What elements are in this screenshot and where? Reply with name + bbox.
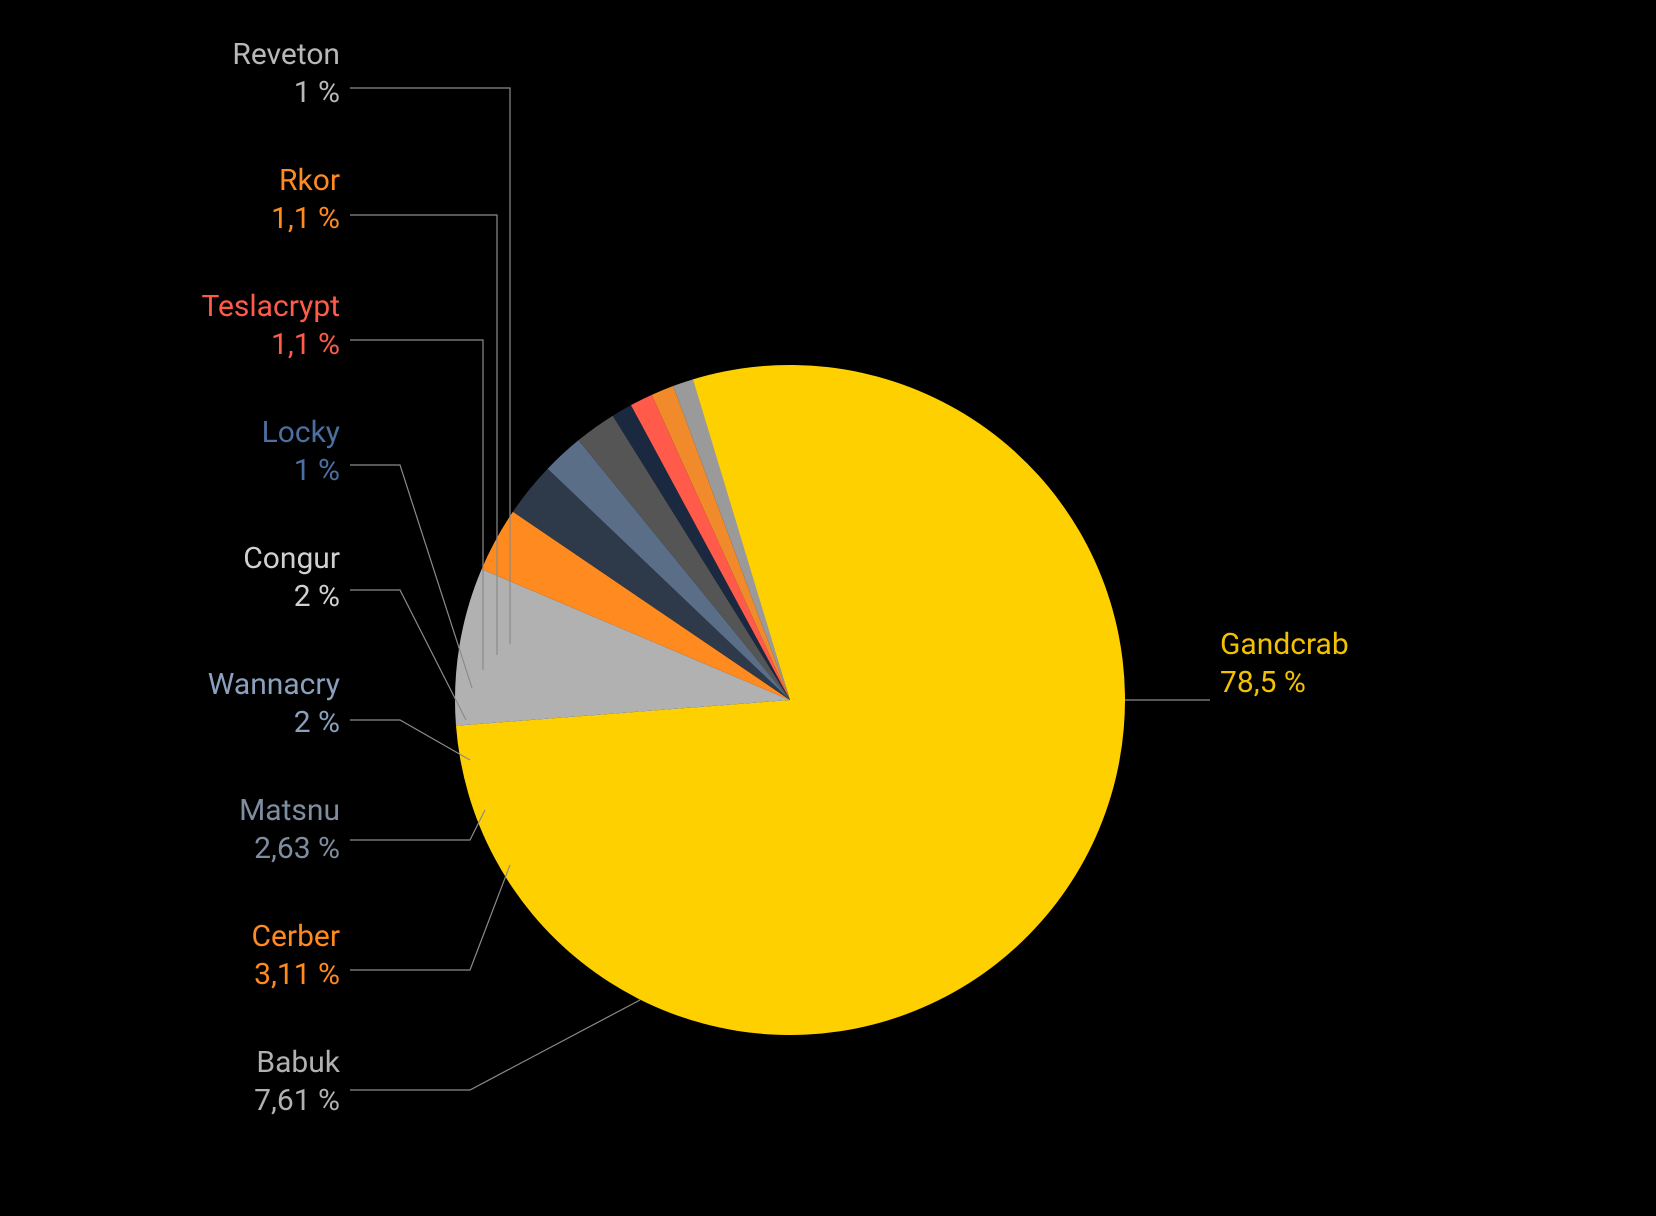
slice-label-name: Congur — [243, 541, 340, 576]
slice-label-value: 2 % — [294, 579, 340, 614]
slice-label-name: Reveton — [232, 37, 340, 72]
slice-label-name: Cerber — [251, 919, 340, 954]
slice-label-name: Matsnu — [239, 793, 340, 828]
slice-label-value: 78,5 % — [1220, 665, 1306, 700]
slice-label-name: Teslacrypt — [202, 289, 340, 324]
slice-label-name: Locky — [262, 415, 340, 450]
slice-label-value: 1 % — [294, 453, 340, 488]
slice-label-value: 3,11 % — [254, 957, 340, 992]
slice-label-value: 2 % — [294, 705, 340, 740]
slice-label-name: Rkor — [279, 163, 340, 198]
slice-label-value: 1,1 % — [271, 201, 340, 236]
slice-label-name: Gandcrab — [1220, 627, 1349, 662]
pie-chart: Gandcrab78,5 % Babuk7,61 % Cerber3,11 % Mat… — [0, 0, 1656, 1216]
slice-label-name: Babuk — [256, 1045, 340, 1080]
slice-label-value: 1,1 % — [271, 327, 340, 362]
slice-label-value: 1 % — [294, 75, 340, 110]
slice-label-value: 2,63 % — [254, 831, 340, 866]
slice-label-name: Wannacry — [208, 667, 340, 702]
slice-label-value: 7,61 % — [254, 1083, 340, 1118]
